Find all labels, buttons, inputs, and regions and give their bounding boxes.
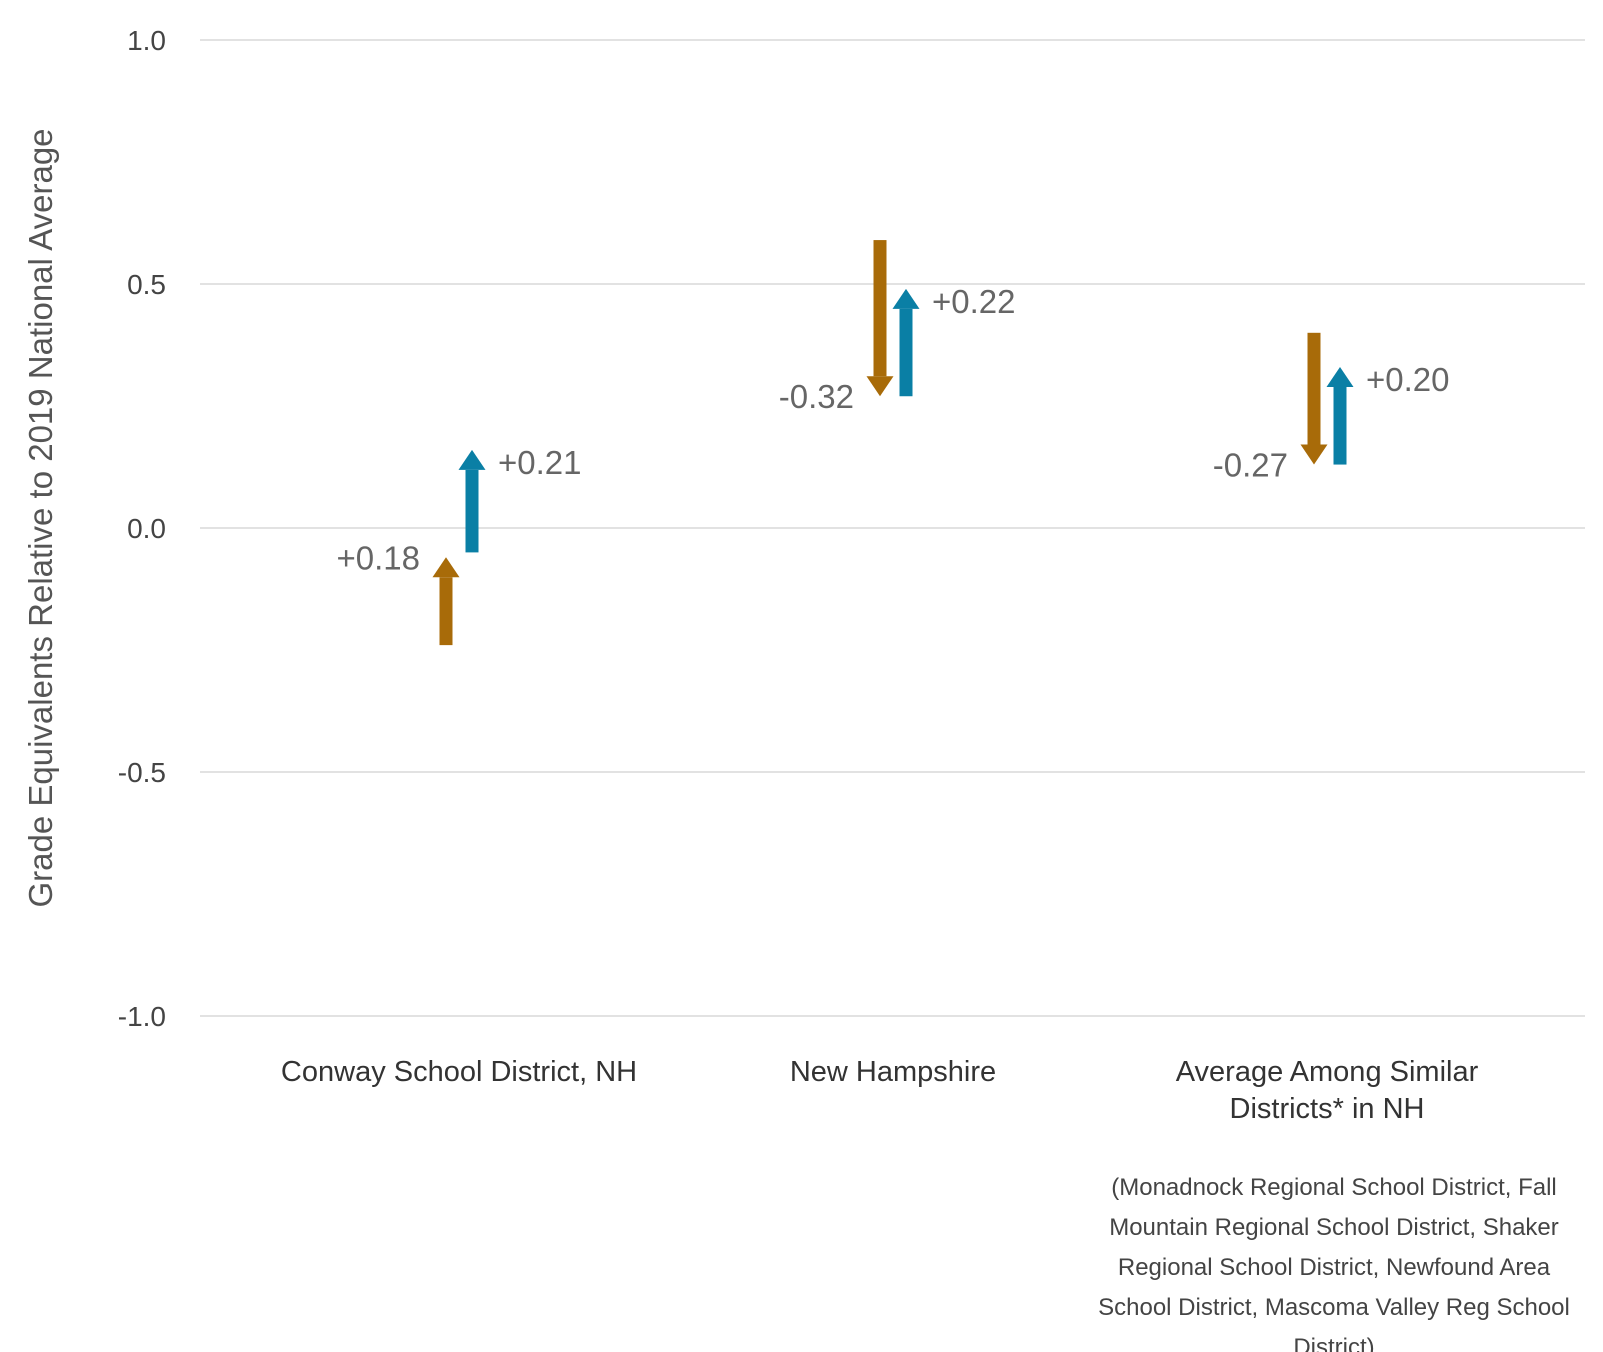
arrow-value-label: -0.27 [1213,447,1288,484]
category-note: Regional School District, Newfound Area [1118,1254,1551,1281]
category-note: Mountain Regional School District, Shake… [1109,1214,1559,1241]
arrow-shaft [465,469,479,553]
arrow-2-0: -0.27 [1213,332,1328,484]
category-label: Districts* in NH [1230,1093,1425,1125]
category-label: Conway School District, NH [281,1056,637,1088]
category-label: Average Among Similar [1176,1056,1479,1088]
arrow-head [892,288,920,309]
y-tick-label: 1.0 [127,25,166,56]
x-axis-categories: Conway School District, NH New Hampshire A… [281,1056,1570,1352]
arrow-value-label: +0.21 [498,444,582,481]
arrow-2-1: +0.20 [1326,361,1450,465]
y-tick-label: 0.5 [127,269,166,300]
category-label: New Hampshire [790,1056,996,1088]
arrow-shaft [1333,386,1347,465]
arrow-shaft [873,240,887,377]
arrows: +0.18 +0.21 -0.32 +0.22 -0.27 +0.20 [337,240,1450,646]
category-note: District) [1293,1334,1374,1352]
arrow-shaft [1307,332,1321,445]
y-axis-label: Grade Equivalents Relative to 2019 Natio… [22,128,59,907]
arrow-0-1: +0.21 [458,444,582,553]
arrow-shaft [899,308,913,397]
arrow-1-1: +0.22 [892,283,1016,397]
arrow-head [458,449,486,470]
arrow-head [866,376,894,397]
arrow-head [1300,444,1328,465]
y-tick-label: -0.5 [118,757,166,788]
arrow-value-label: +0.18 [337,539,421,576]
arrow-head [1326,366,1354,387]
arrow-0-0: +0.18 [337,539,460,646]
arrow-value-label: +0.20 [1366,361,1450,398]
y-axis-ticks: 1.0 0.5 0.0 -0.5 -1.0 [118,25,166,1032]
y-tick-label: 0.0 [127,513,166,544]
arrow-value-label: -0.32 [779,378,854,415]
gridlines [200,39,1585,1017]
arrow-shaft [439,577,453,646]
y-tick-label: -1.0 [118,1001,166,1032]
arrow-head [432,557,460,578]
arrow-value-label: +0.22 [932,283,1016,320]
category-note: School District, Mascoma Valley Reg Scho… [1098,1294,1570,1321]
arrow-1-0: -0.32 [779,240,894,415]
category-note: (Monadnock Regional School District, Fal… [1111,1174,1557,1201]
